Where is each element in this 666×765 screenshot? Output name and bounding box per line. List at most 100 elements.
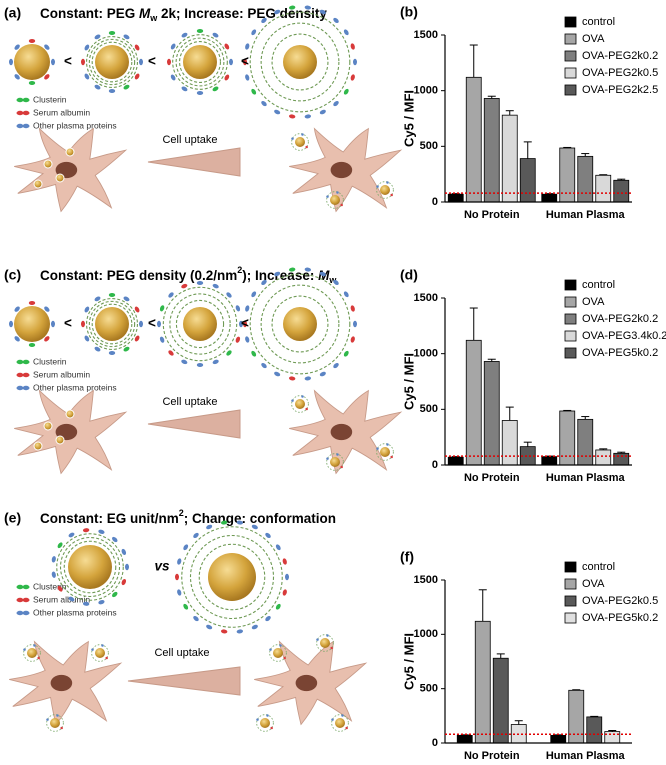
peg-layer [91, 41, 133, 83]
legend-label: OVA-PEG5k0.2 [582, 612, 658, 624]
protein [304, 5, 312, 10]
protein [94, 296, 101, 302]
bar [577, 155, 594, 203]
protein [251, 88, 257, 95]
protein [81, 58, 85, 66]
gold-core [14, 44, 50, 80]
protein [68, 532, 75, 538]
protein [343, 88, 349, 95]
protein [196, 281, 204, 285]
peg-layer [88, 300, 136, 348]
protein [84, 306, 90, 313]
bar [447, 456, 464, 466]
legend-swatch [564, 612, 577, 624]
legend-dot [22, 610, 30, 616]
bar [501, 114, 518, 203]
legend-dot [16, 597, 24, 603]
peg-layer [63, 540, 117, 594]
arrow-label: Cell uptake [162, 134, 217, 146]
x-tick-label: No Protein [464, 209, 520, 221]
peg-layer [59, 536, 121, 598]
peg-layer [175, 37, 225, 87]
bar [465, 76, 482, 203]
legend-swatch [564, 561, 577, 573]
peg-layer [86, 298, 138, 350]
protein [121, 548, 127, 555]
legend-text: Serum albumin [33, 594, 90, 604]
protein [139, 320, 143, 328]
title-segment: Constant: EG unit/nm [40, 511, 179, 526]
protein [251, 291, 257, 298]
protein [333, 17, 339, 24]
bar [541, 193, 558, 203]
legend-swatch [564, 330, 577, 342]
protein [220, 520, 228, 525]
legend-dot [16, 584, 24, 590]
gold-core [68, 545, 112, 589]
protein [274, 271, 281, 277]
title-segment: w [149, 13, 158, 23]
peg-layer [271, 295, 329, 353]
legend-swatch [564, 296, 577, 308]
protein [212, 283, 219, 289]
internalized-np [33, 179, 43, 189]
title-segment: Constant: PEG [40, 6, 139, 21]
comparator: < [148, 54, 156, 69]
bar [492, 657, 509, 744]
legend-dot [16, 610, 24, 616]
bar [550, 734, 567, 744]
bar [447, 193, 464, 203]
protein [333, 362, 339, 369]
free-np [290, 394, 309, 413]
comparator: < [241, 316, 249, 331]
protein [9, 58, 13, 66]
legend-text: Other plasma proteins [33, 120, 117, 130]
protein [304, 114, 312, 119]
protein [134, 335, 140, 342]
protein [245, 43, 250, 50]
peg-layer [179, 41, 221, 83]
title-segment: w [328, 275, 337, 285]
legend-text: Clusterin [33, 356, 67, 366]
peg-layer [162, 286, 238, 362]
legend-label: OVA-PEG5k0.2 [582, 347, 658, 359]
legend-swatch [564, 313, 577, 325]
panel-title: Constant: EG unit/nm2; Change: conformat… [40, 508, 336, 525]
protein [304, 376, 312, 381]
protein [51, 320, 55, 328]
legend-label: OVA [582, 578, 605, 590]
protein [121, 579, 127, 586]
bar [483, 98, 500, 203]
legend-dot [22, 584, 30, 590]
legend-swatch [564, 50, 577, 62]
protein [288, 376, 296, 381]
protein [333, 100, 339, 107]
y-tick-label: 1500 [414, 292, 438, 304]
protein [288, 267, 296, 272]
legend-label: control [582, 16, 615, 28]
bar [456, 734, 473, 744]
protein [304, 267, 312, 272]
cell [288, 390, 402, 474]
protein [265, 532, 271, 539]
chart: (d) Cy5 / MFI 0 500 1000 1500 No Protein Human … [400, 267, 666, 484]
legend-swatch [564, 16, 577, 28]
legend-label: OVA-PEG2k0.2 [582, 50, 658, 62]
x-tick-label: Human Plasma [546, 750, 626, 762]
internalized-np [43, 421, 53, 431]
protein [261, 279, 267, 286]
protein [112, 591, 118, 598]
protein [134, 306, 140, 313]
legend-text: Other plasma proteins [33, 607, 117, 617]
protein [94, 346, 101, 352]
legend-dot [22, 372, 30, 378]
bar [559, 147, 576, 203]
title-segment: ; Change: conformation [184, 511, 336, 526]
protein [167, 58, 171, 66]
y-axis-label: Cy5 / MFI [401, 90, 416, 147]
protein [282, 589, 287, 596]
protein [206, 624, 213, 630]
protein [261, 17, 267, 24]
free-np [255, 713, 274, 732]
